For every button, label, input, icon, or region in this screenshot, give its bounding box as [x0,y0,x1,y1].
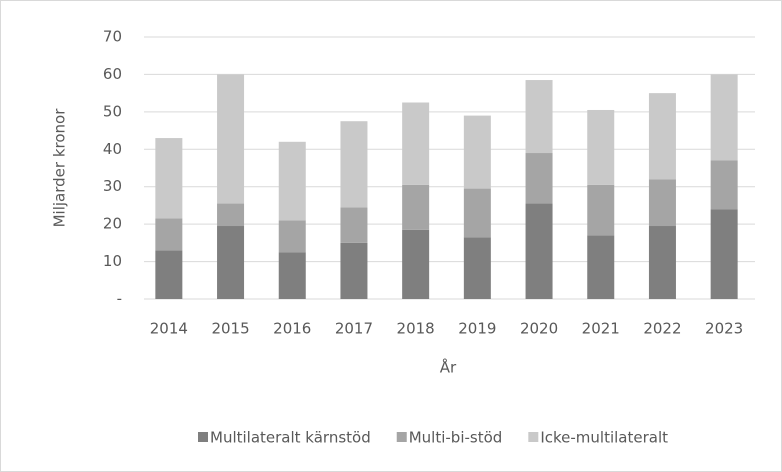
bar-segment [463,188,491,238]
x-tick-label: 2016 [273,320,311,338]
bar-segment [463,115,491,189]
legend-label: Multilateralt kärnstöd [210,429,371,447]
bar-segment [217,203,245,227]
bar-segment [217,74,245,204]
x-tick-label: 2019 [458,320,496,338]
x-tick-label: 2017 [335,320,373,338]
bar-segment [587,109,615,185]
y-tick-label: 30 [103,177,122,195]
bar-segment [648,93,676,180]
bar-segment [155,250,183,299]
bar-segment [402,184,430,230]
bar-segment [340,121,368,208]
y-tick-label: 60 [103,65,122,83]
x-tick-label: 2022 [643,320,681,338]
bar-segment [525,153,553,204]
bar-segment [155,218,183,251]
legend-label: Icke-multilateralt [540,429,668,447]
y-tick-label: 50 [103,102,122,120]
bar-segment [587,184,615,236]
legend-label: Multi-bi-stöd [409,429,503,447]
bar-segment [278,141,306,221]
bar-segment [710,209,738,299]
bar-segment [587,235,615,299]
y-tick-label: 40 [103,140,122,158]
x-axis-label: År [440,358,457,377]
bar-segment [340,207,368,243]
legend-swatch [528,432,539,442]
legend-swatch [198,432,208,442]
x-tick-label: 2020 [520,320,558,338]
bar-segment [217,226,245,299]
bar-segment [278,252,306,299]
bar-segment [648,226,676,299]
bar-segment [648,179,676,227]
bar-segment [402,229,430,299]
bar-segment [463,237,491,299]
bar-segment [278,220,306,253]
bar-segment [710,74,738,161]
bar-segment [525,203,553,299]
y-axis-label: Miljarder kronor [51,108,69,228]
bar-segment [525,80,553,154]
x-tick-label: 2014 [150,320,188,338]
bar-segment [155,138,183,219]
x-tick-label: 2015 [211,320,249,338]
legend-swatch [396,432,407,442]
x-tick-label: 2023 [705,320,743,338]
y-tick-label: 70 [103,28,122,46]
y-tick-label: 20 [103,215,122,233]
y-tick-label: 10 [103,252,122,270]
bar-segment [340,242,368,299]
x-tick-label: 2021 [582,320,620,338]
x-tick-label: 2018 [397,320,435,338]
bar-segment [710,160,738,210]
y-tick-label: - [117,290,122,308]
bar-segment [402,102,430,185]
